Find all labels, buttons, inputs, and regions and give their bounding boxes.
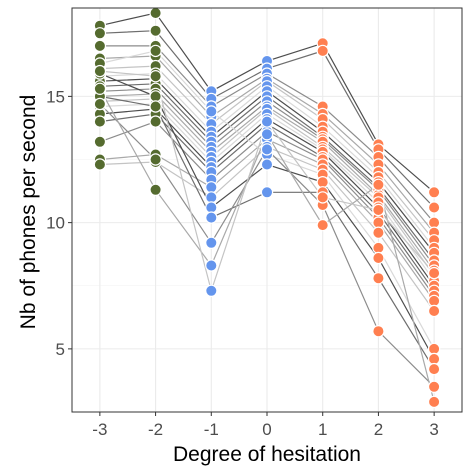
- y-tick-label: 5: [56, 340, 65, 359]
- x-tick-label: -1: [204, 420, 219, 439]
- data-point: [149, 44, 162, 58]
- data-point: [316, 191, 329, 204]
- x-tick-label: 2: [374, 420, 383, 439]
- data-point: [205, 236, 218, 249]
- data-point: [316, 218, 329, 232]
- data-point: [149, 69, 162, 83]
- data-point: [427, 362, 441, 376]
- x-tick-label: 0: [262, 420, 271, 439]
- data-point: [260, 143, 274, 156]
- y-tick-label: 10: [46, 214, 65, 233]
- data-point: [205, 284, 218, 297]
- x-tick-label: 1: [318, 420, 327, 439]
- data-point: [205, 211, 218, 224]
- data-point: [372, 325, 385, 338]
- data-point: [149, 153, 162, 166]
- data-point: [372, 178, 385, 191]
- x-axis-title: Degree of hesitation: [173, 443, 361, 466]
- data-point: [316, 44, 329, 58]
- data-point: [372, 251, 385, 265]
- data-point: [372, 272, 385, 285]
- data-point: [427, 201, 441, 214]
- data-point: [427, 395, 441, 409]
- data-point: [372, 203, 385, 217]
- data-point: [260, 128, 274, 141]
- data-point: [260, 186, 274, 199]
- data-point: [149, 24, 162, 37]
- data-point: [372, 226, 385, 239]
- data-point: [93, 27, 107, 40]
- data-point: [427, 380, 441, 393]
- data-point: [93, 97, 107, 111]
- data-point: [205, 105, 218, 118]
- x-tick-label: -3: [92, 420, 107, 439]
- data-point: [93, 158, 107, 171]
- x-tick-label: 3: [429, 420, 438, 439]
- data-point: [93, 82, 107, 96]
- data-point: [149, 6, 162, 20]
- data-point: [93, 115, 107, 128]
- data-point: [260, 158, 274, 171]
- data-point: [427, 304, 441, 318]
- data-point: [93, 64, 107, 78]
- data-point: [149, 183, 162, 196]
- data-point: [149, 115, 162, 128]
- data-point: [93, 135, 107, 148]
- data-point: [427, 266, 441, 280]
- data-point: [149, 100, 162, 113]
- y-axis-title: Nb of phones per second: [17, 95, 40, 330]
- data-point: [205, 259, 218, 272]
- y-axis-ticks: 5 10 15: [46, 87, 72, 359]
- data-point: [260, 115, 274, 128]
- data-points: [93, 6, 441, 409]
- x-axis-ticks: -3 -2 -1 0 1 2 3: [92, 412, 439, 439]
- x-tick-label: -2: [148, 420, 163, 439]
- data-point: [93, 39, 107, 53]
- y-tick-label: 15: [46, 87, 65, 106]
- data-point: [427, 186, 441, 199]
